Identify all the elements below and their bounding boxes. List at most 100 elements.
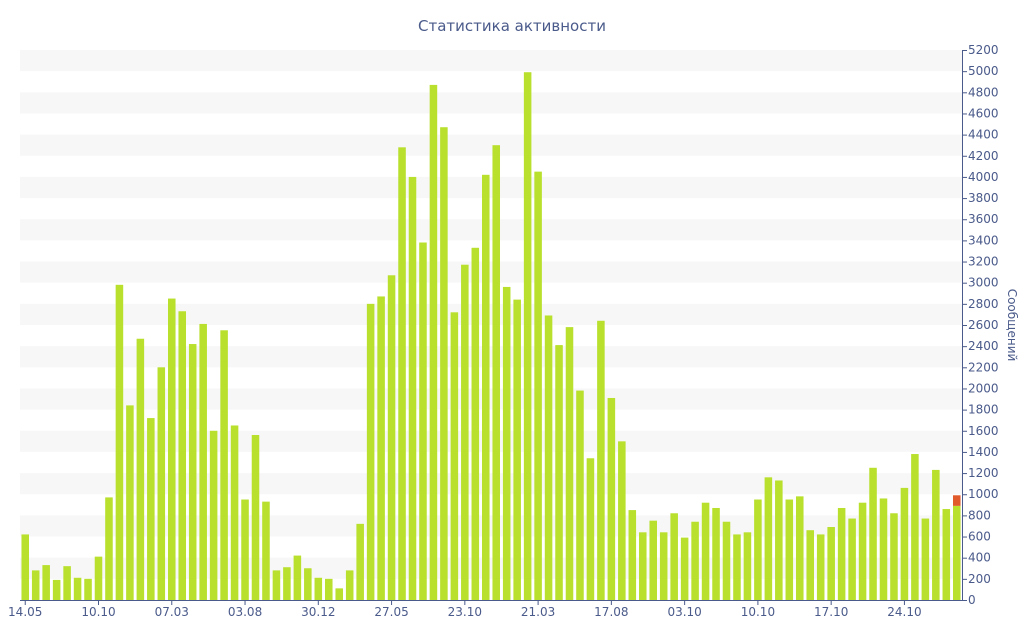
grid-band [20, 134, 962, 156]
bar [858, 502, 867, 600]
y-tick-label: 2400 [968, 339, 999, 353]
bar [262, 501, 270, 600]
y-tick-label: 3000 [968, 276, 999, 290]
bar [115, 284, 124, 600]
bars [21, 72, 961, 601]
bar [188, 344, 197, 600]
bar [84, 578, 92, 600]
bar [890, 513, 898, 600]
bar [691, 521, 699, 600]
bar [461, 264, 469, 600]
x-tick-label: 27.05 [374, 605, 408, 619]
bar [837, 507, 846, 600]
y-tick-label: 2600 [968, 318, 999, 332]
bar [304, 568, 312, 600]
bar [680, 537, 689, 600]
bar [324, 578, 333, 600]
grid-band [20, 219, 962, 241]
x-tick-label: 24.10 [887, 605, 921, 619]
bar [869, 467, 877, 600]
bar [471, 247, 480, 601]
bar [649, 520, 658, 600]
bar [638, 532, 647, 600]
bar [408, 176, 417, 600]
y-tick-label: 1600 [968, 424, 999, 438]
bar [377, 296, 385, 600]
y-tick-label: 4000 [968, 170, 999, 184]
bar-highlight [952, 495, 961, 506]
y-tick-label: 1800 [968, 403, 999, 417]
bar [241, 499, 249, 600]
bar [356, 523, 364, 600]
bar [31, 570, 40, 600]
bar [827, 527, 835, 600]
bar [283, 567, 291, 600]
bar [440, 127, 448, 600]
bar [701, 502, 710, 600]
bar [921, 518, 930, 600]
bar [492, 145, 501, 600]
bar [42, 565, 50, 600]
bar [105, 497, 113, 600]
bar [387, 275, 396, 600]
bar [73, 577, 82, 600]
bar [712, 507, 720, 600]
x-tick-label: 23.10 [448, 605, 482, 619]
y-tick-label: 400 [968, 551, 991, 565]
bar [251, 435, 260, 600]
grid-band [20, 92, 962, 114]
bar [126, 405, 134, 600]
bar [157, 367, 166, 600]
bar [659, 532, 668, 600]
x-tick-label: 10.10 [741, 605, 775, 619]
y-tick-label: 3200 [968, 255, 999, 269]
bar [398, 147, 406, 601]
x-tick-label: 10.10 [81, 605, 115, 619]
bar [230, 425, 239, 600]
bar [576, 390, 584, 600]
bar [806, 530, 815, 600]
grid-band [20, 388, 962, 410]
grid-band [20, 303, 962, 325]
bar [733, 534, 741, 600]
bar [942, 509, 951, 600]
bar [481, 174, 490, 601]
y-tick-label: 3400 [968, 233, 999, 247]
x-tick-label: 30.12 [301, 605, 335, 619]
x-tick-label: 17.08 [594, 605, 628, 619]
bar [419, 242, 427, 600]
bar [795, 496, 804, 600]
bar [502, 286, 511, 600]
bar [199, 323, 207, 600]
bar [597, 320, 605, 600]
bar [879, 498, 888, 600]
bar [952, 505, 961, 600]
bar [314, 577, 323, 600]
x-tick-label: 03.08 [228, 605, 262, 619]
bar [63, 566, 71, 600]
bar [178, 311, 187, 600]
y-tick-label: 3800 [968, 191, 999, 205]
bar [618, 441, 626, 600]
y-tick-label: 1000 [968, 487, 999, 501]
y-tick-label: 1200 [968, 466, 999, 480]
x-tick-label: 17.10 [814, 605, 848, 619]
bar [293, 555, 302, 600]
bar [743, 532, 752, 600]
y-tick-label: 1400 [968, 445, 999, 459]
grid-band [20, 346, 962, 368]
bar [565, 327, 574, 600]
bar [628, 510, 637, 600]
y-tick-label: 800 [968, 508, 991, 522]
bar [785, 499, 794, 600]
bar [607, 397, 616, 600]
bar [555, 345, 563, 600]
bar [900, 487, 909, 600]
bar [94, 556, 103, 600]
y-tick-label: 4200 [968, 149, 999, 163]
grid-band [20, 176, 962, 199]
bar [754, 499, 762, 600]
bar [932, 469, 940, 600]
bar [450, 312, 459, 600]
